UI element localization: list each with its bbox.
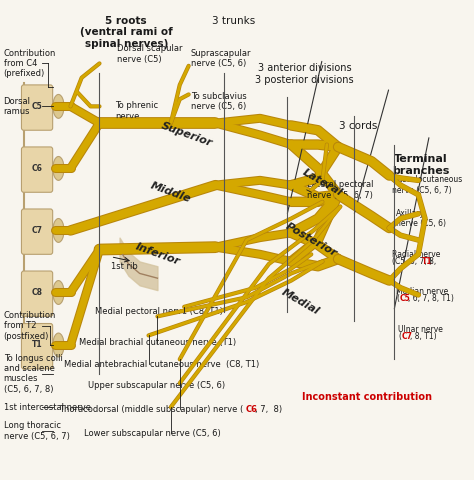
Text: Middle: Middle — [149, 180, 192, 204]
Text: C6: C6 — [246, 405, 258, 414]
Text: To longus colli
and scalene
muscles
(C5, 6, 7, 8): To longus colli and scalene muscles (C5,… — [4, 354, 63, 394]
FancyBboxPatch shape — [21, 271, 53, 316]
Text: , 7,  8): , 7, 8) — [255, 405, 282, 414]
Text: Posterior: Posterior — [284, 221, 339, 259]
FancyBboxPatch shape — [21, 85, 53, 130]
Text: 3 cords: 3 cords — [339, 120, 377, 131]
Text: C5: C5 — [400, 294, 410, 303]
Text: Dorsal
ramus: Dorsal ramus — [4, 96, 31, 116]
FancyBboxPatch shape — [21, 147, 53, 192]
Text: Lower subscapular nerve (C5, 6): Lower subscapular nerve (C5, 6) — [84, 429, 220, 438]
Text: Long thoracic
nerve (C5, 6, 7): Long thoracic nerve (C5, 6, 7) — [4, 421, 70, 441]
FancyBboxPatch shape — [21, 209, 53, 254]
Text: 3 trunks: 3 trunks — [211, 16, 255, 26]
Text: Contribution
from C4
(prefixed): Contribution from C4 (prefixed) — [4, 48, 56, 78]
Text: Medial: Medial — [280, 287, 321, 317]
Text: Musculocutaneous
nerve (C5, 6, 7): Musculocutaneous nerve (C5, 6, 7) — [392, 175, 463, 195]
Text: C7: C7 — [402, 332, 413, 341]
Text: C5: C5 — [32, 102, 43, 111]
Text: Ulnar nerve: Ulnar nerve — [398, 325, 443, 334]
Text: To subclavius
nerve (C5, 6): To subclavius nerve (C5, 6) — [191, 92, 246, 111]
Text: , 8, T1): , 8, T1) — [410, 332, 437, 341]
Text: Contribution
from T2
(postfixed): Contribution from T2 (postfixed) — [4, 311, 56, 341]
Text: Superior: Superior — [159, 121, 213, 149]
Text: T1: T1 — [422, 257, 432, 266]
Text: Suprascapular
nerve (C5, 6): Suprascapular nerve (C5, 6) — [191, 49, 251, 68]
Text: 1st intercostal nerve: 1st intercostal nerve — [4, 403, 91, 411]
Text: (C5, 6, 7, 8,: (C5, 6, 7, 8, — [392, 257, 438, 266]
Ellipse shape — [53, 95, 64, 118]
Text: Medial brachial cutaneous nerve (T1): Medial brachial cutaneous nerve (T1) — [80, 338, 237, 347]
Text: , 6, 7, 8, T1): , 6, 7, 8, T1) — [408, 294, 454, 303]
Text: Lateral: Lateral — [301, 168, 344, 198]
Text: Terminal
branches: Terminal branches — [392, 154, 449, 176]
Text: (: ( — [396, 294, 399, 303]
FancyBboxPatch shape — [21, 324, 53, 369]
Text: Inconstant contribution: Inconstant contribution — [302, 393, 432, 403]
Text: Median nerve: Median nerve — [396, 287, 448, 296]
Ellipse shape — [53, 281, 64, 304]
Text: Thoracodorsal (middle subscapular) nerve (: Thoracodorsal (middle subscapular) nerve… — [59, 405, 244, 414]
Text: Axillary
nerve (C5, 6): Axillary nerve (C5, 6) — [396, 209, 446, 228]
Text: 3 anterior divisions
3 posterior divisions: 3 anterior divisions 3 posterior divisio… — [255, 63, 354, 85]
Text: 1st rib: 1st rib — [110, 262, 137, 271]
Text: C6: C6 — [32, 164, 43, 173]
Text: C7: C7 — [32, 226, 43, 235]
Text: ): ) — [428, 257, 431, 266]
Text: Inferior: Inferior — [134, 241, 181, 267]
Text: Medial pectoral nerve (C8, T1): Medial pectoral nerve (C8, T1) — [95, 307, 223, 316]
Text: Upper subscapular nerve (C5, 6): Upper subscapular nerve (C5, 6) — [88, 381, 226, 390]
Text: Lateral pectoral
nerve (C5, 6, 7): Lateral pectoral nerve (C5, 6, 7) — [307, 180, 374, 200]
Text: Dorsal scapular
nerve (C5): Dorsal scapular nerve (C5) — [118, 44, 183, 63]
Ellipse shape — [53, 333, 64, 357]
Text: C8: C8 — [32, 288, 43, 297]
Text: Radial nerve: Radial nerve — [392, 250, 440, 259]
Ellipse shape — [53, 218, 64, 242]
Text: (: ( — [398, 332, 401, 341]
Text: Medial antebrachial cutaneous nerve  (C8, T1): Medial antebrachial cutaneous nerve (C8,… — [64, 360, 259, 369]
Text: T1: T1 — [32, 340, 42, 349]
Text: 5 roots
(ventral rami of
spinal nerves): 5 roots (ventral rami of spinal nerves) — [80, 16, 173, 49]
Text: To phrenic
nerve: To phrenic nerve — [115, 101, 158, 121]
Ellipse shape — [53, 156, 64, 180]
